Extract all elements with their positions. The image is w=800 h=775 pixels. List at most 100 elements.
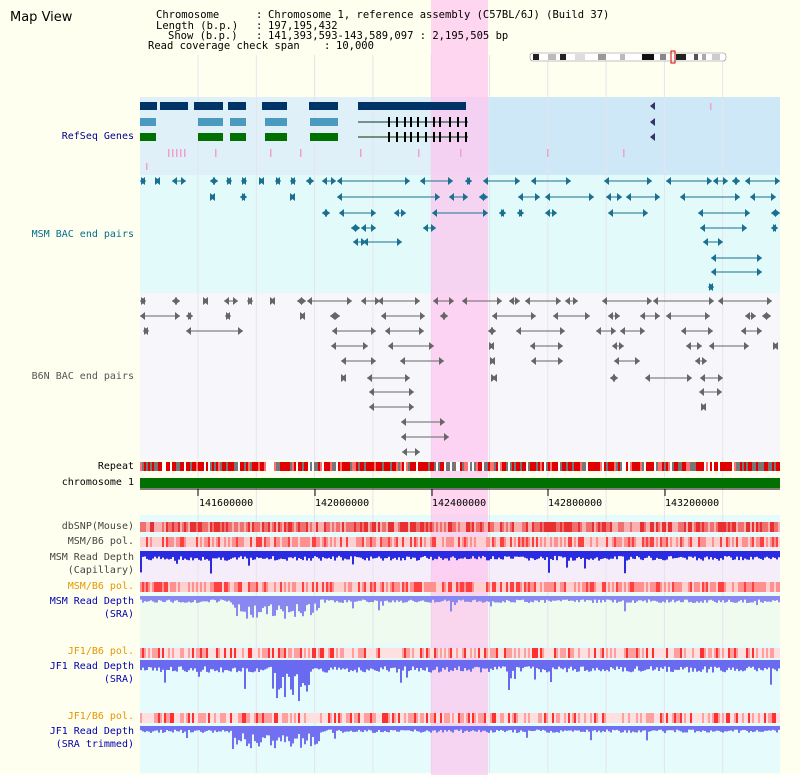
polymorphism-cell: [588, 648, 590, 658]
polymorphism-cell: [258, 648, 260, 658]
track-label-msm-depth-cap-1[interactable]: MSM Read Depth: [49, 552, 134, 563]
polymorphism-cell: [548, 522, 550, 532]
polymorphism-cell: [376, 537, 378, 547]
depth-bar: [438, 726, 440, 732]
depth-bar: [460, 660, 462, 672]
depth-bar: [156, 660, 158, 671]
depth-bar: [524, 551, 526, 558]
depth-bar: [418, 726, 420, 732]
track-label-msm-bac[interactable]: MSM BAC end pairs: [31, 229, 134, 240]
depth-bar: [582, 596, 584, 600]
repeat-cell: [680, 462, 682, 471]
depth-bar: [558, 660, 560, 667]
polymorphism-cell: [604, 582, 606, 592]
depth-bar: [454, 551, 456, 558]
polymorphism-cell: [552, 522, 554, 532]
depth-bar: [654, 726, 656, 731]
depth-bar: [732, 551, 734, 561]
polymorphism-cell: [566, 648, 568, 658]
polymorphism-cell: [460, 713, 462, 723]
polymorphism-cell: [388, 537, 390, 547]
repeat-cell: [308, 462, 310, 471]
bac-end-right: [745, 209, 750, 217]
repeat-cell: [504, 462, 506, 471]
depth-bar: [476, 551, 478, 560]
bac-end-right: [242, 193, 247, 201]
polymorphism-cell: [198, 582, 200, 592]
polymorphism-cell: [478, 648, 480, 658]
track-label-chromosome[interactable]: chromosome 1: [61, 477, 134, 488]
polymorphism-cell: [684, 522, 686, 532]
repeat-cell: [236, 462, 238, 471]
polymorphism-cell: [144, 648, 146, 658]
polymorphism-cell: [572, 537, 574, 547]
polymorphism-cell: [732, 648, 734, 658]
repeat-cell: [570, 462, 572, 471]
polymorphism-cell: [456, 582, 458, 592]
depth-bar: [220, 596, 222, 600]
depth-bar: [758, 660, 760, 669]
depth-bar: [452, 726, 454, 733]
polymorphism-cell: [660, 648, 662, 658]
polymorphism-cell: [446, 582, 448, 592]
track-label-dbsnp[interactable]: dbSNP(Mouse): [61, 521, 134, 532]
polymorphism-cell: [658, 522, 660, 532]
axis-tick-label: 142000000: [315, 498, 370, 509]
polymorphism-cell: [654, 648, 656, 658]
polymorphism-cell: [234, 522, 236, 532]
track-label-jf1-depth-sra-1[interactable]: JF1 Read Depth: [49, 661, 134, 672]
repeat-cell: [458, 462, 460, 471]
polymorphism-cell: [334, 582, 336, 592]
track-label-msm-b6-pol-1[interactable]: MSM/B6 pol.: [67, 536, 134, 547]
bac-end-right: [435, 193, 440, 201]
polymorphism-cell: [504, 648, 506, 658]
track-label-msm-b6-pol-2[interactable]: MSM/B6 pol.: [67, 581, 134, 592]
depth-bar: [216, 596, 218, 603]
track-label-jf1-b6-pol-2[interactable]: JF1/B6 pol.: [67, 711, 134, 722]
polymorphism-cell: [446, 522, 448, 532]
track-label-refseq[interactable]: RefSeq Genes: [61, 131, 134, 142]
polymorphism-cell: [476, 537, 478, 547]
polymorphism-cell: [172, 582, 174, 592]
depth-bar: [678, 551, 680, 558]
depth-bar: [324, 596, 326, 603]
polymorphism-cell: [480, 713, 482, 723]
repeat-cell: [636, 462, 638, 471]
depth-bar: [764, 660, 766, 669]
polymorphism-cell: [386, 522, 388, 532]
track-label-jf1-b6-pol-1[interactable]: JF1/B6 pol.: [67, 646, 134, 657]
depth-bar: [144, 660, 146, 671]
polymorphism-cell: [180, 713, 182, 723]
polymorphism-cell: [394, 713, 396, 723]
depth-bar: [508, 660, 510, 690]
track-label-msm-depth-sra-1[interactable]: MSM Read Depth: [49, 596, 134, 607]
track-label-repeat[interactable]: Repeat: [97, 461, 134, 472]
depth-bar: [640, 660, 642, 672]
depth-bar: [148, 660, 150, 668]
polymorphism-cell: [330, 522, 332, 532]
depth-bar: [738, 726, 740, 733]
polymorphism-cell: [364, 537, 366, 547]
polymorphism-cell: [448, 537, 450, 547]
polymorphism-cell: [316, 648, 318, 658]
repeat-cell: [142, 462, 144, 471]
track-label-b6n-bac[interactable]: B6N BAC end pairs: [31, 371, 134, 382]
depth-bar: [616, 660, 618, 667]
snp-tick: [180, 149, 182, 157]
depth-bar: [276, 726, 278, 741]
snp-tick: [172, 149, 174, 157]
track-label-jf1-depth-trim-1[interactable]: JF1 Read Depth: [49, 726, 134, 737]
depth-bar: [534, 660, 536, 680]
polymorphism-cell: [148, 648, 150, 658]
repeat-cell: [776, 462, 778, 471]
polymorphism-cell: [222, 522, 224, 532]
polymorphism-cell: [434, 582, 436, 592]
depth-bar: [426, 726, 428, 731]
polymorphism-cell: [160, 648, 162, 658]
polymorphism-cell: [470, 582, 472, 592]
polymorphism-cell: [140, 648, 142, 658]
polymorphism-cell: [522, 537, 524, 547]
depth-bar: [328, 596, 330, 601]
polymorphism-cell: [738, 582, 740, 592]
